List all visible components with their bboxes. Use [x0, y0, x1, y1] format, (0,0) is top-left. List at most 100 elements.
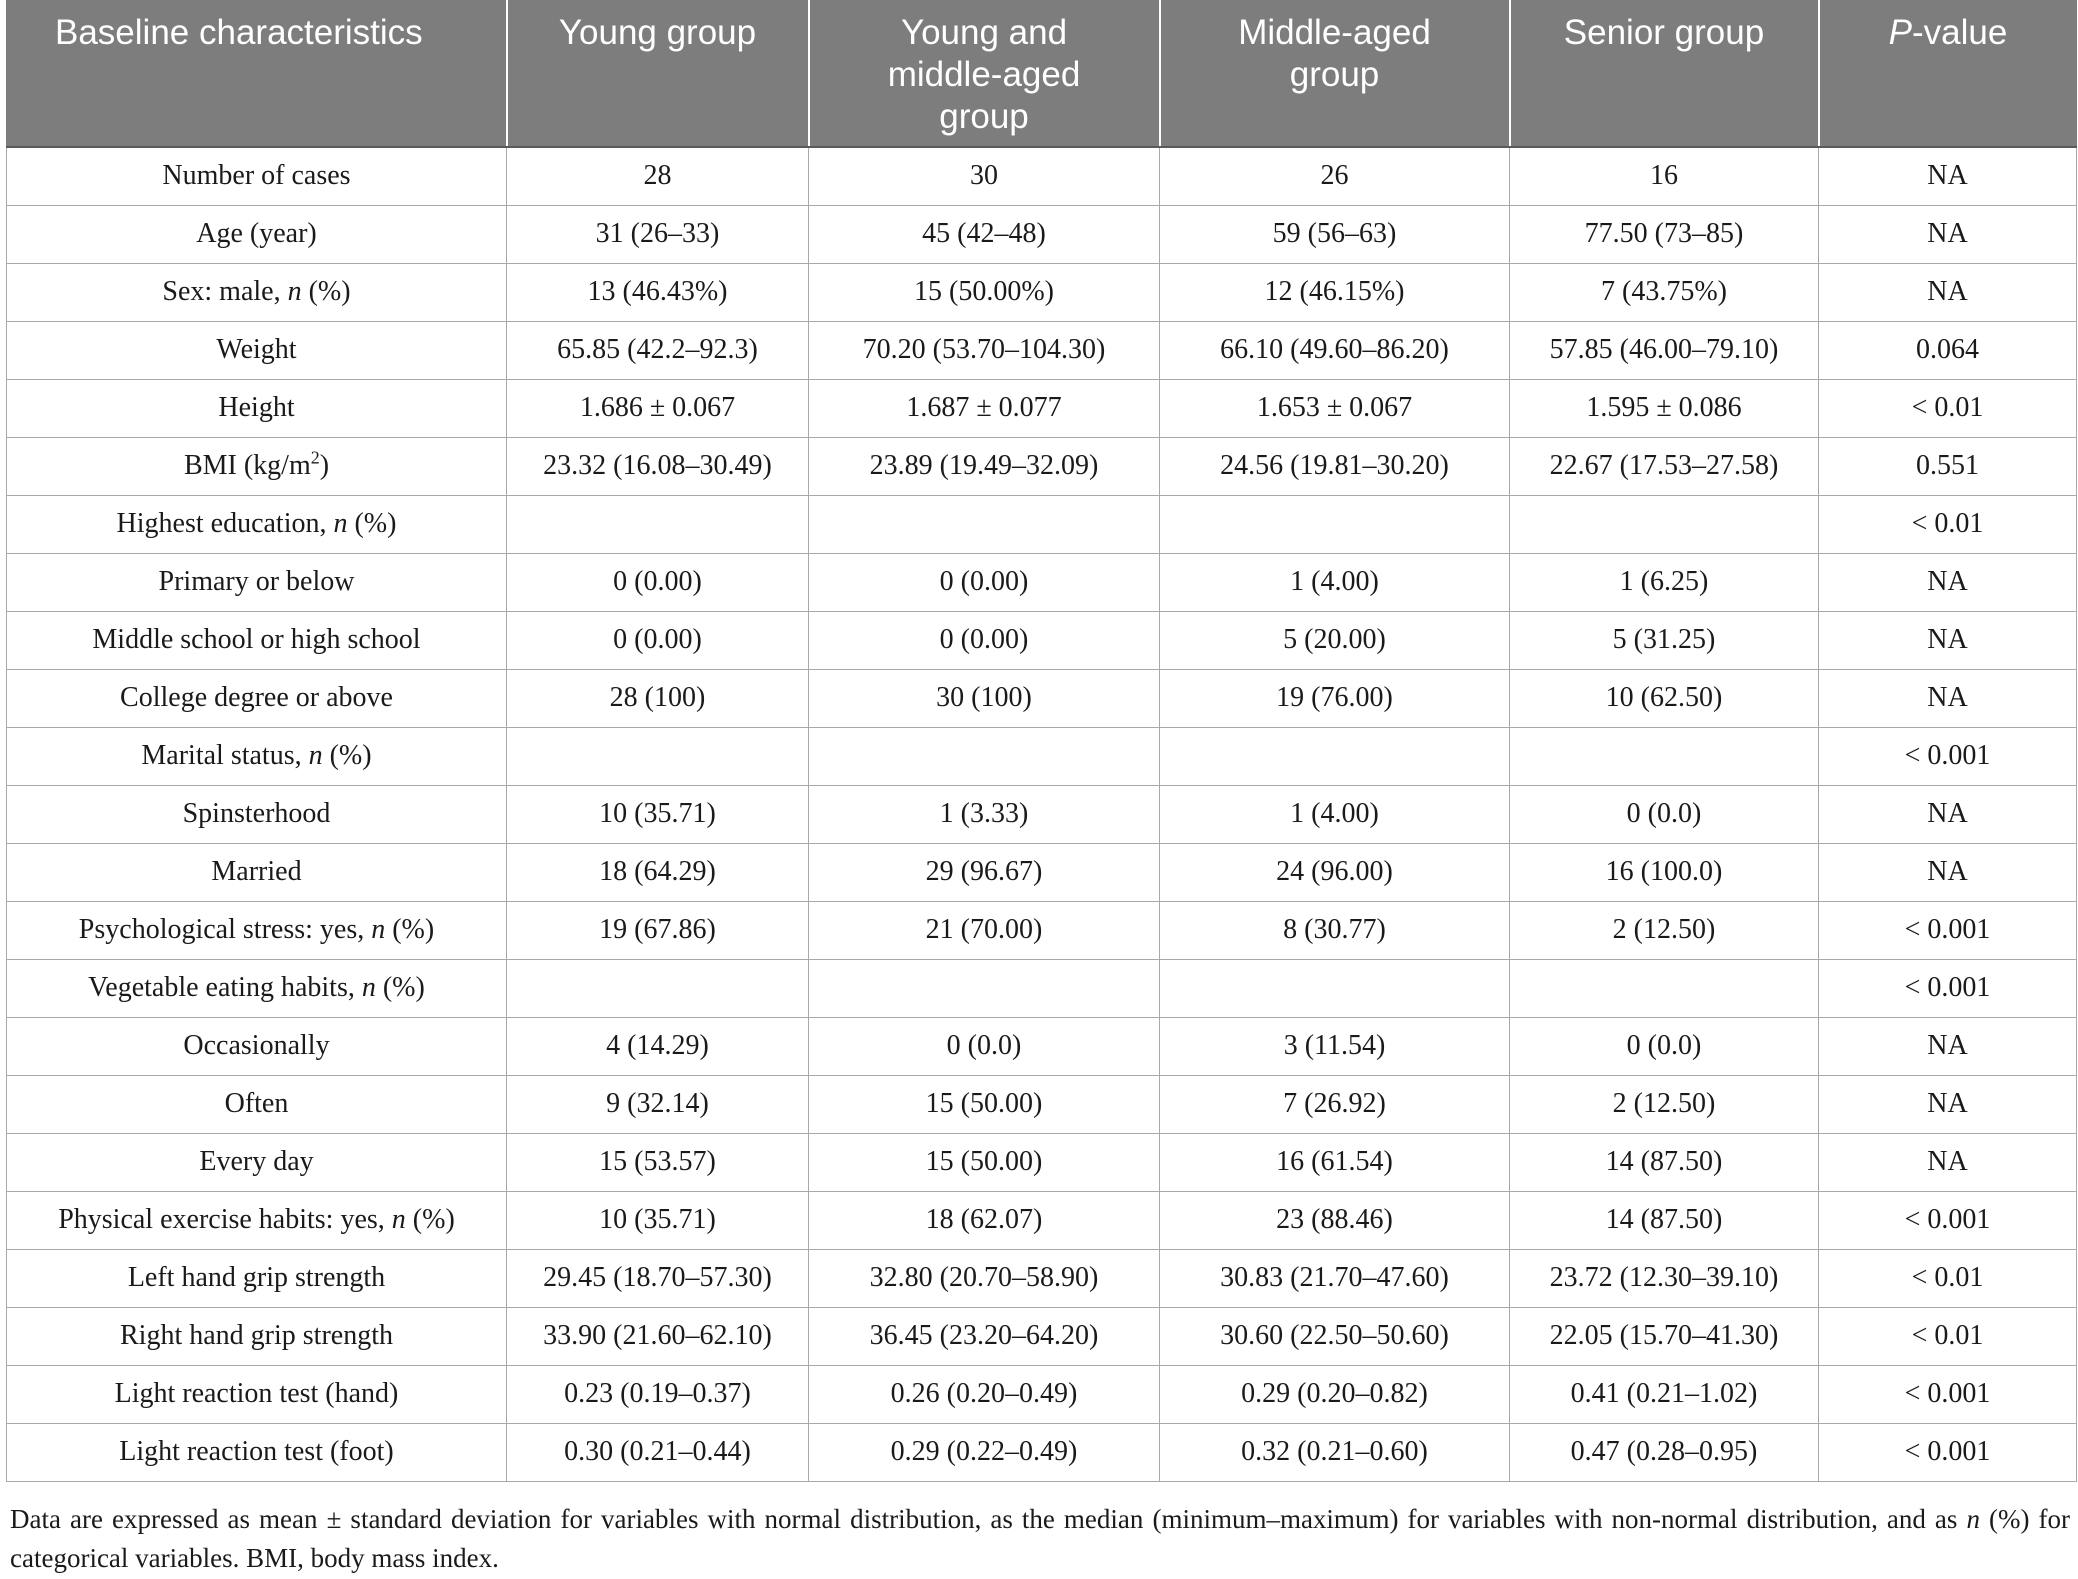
- table-cell: 18 (62.07): [808, 1190, 1160, 1250]
- table-cell: [1509, 726, 1819, 786]
- table-cell: 15 (50.00%): [808, 262, 1160, 322]
- table-cell: 22.05 (15.70–41.30): [1509, 1306, 1819, 1366]
- table-cell: 66.10 (49.60–86.20): [1159, 320, 1510, 380]
- p-value-cell: < 0.01: [1818, 378, 2077, 438]
- table-cell: 45 (42–48): [808, 204, 1160, 264]
- row-label: Light reaction test (hand): [6, 1364, 507, 1424]
- table-cell: 5 (20.00): [1159, 610, 1510, 670]
- table-cell: 77.50 (73–85): [1509, 204, 1819, 264]
- table-cell: 0 (0.0): [1509, 1016, 1819, 1076]
- row-label: Weight: [6, 320, 507, 380]
- table-cell: 15 (50.00): [808, 1132, 1160, 1192]
- row-label: Physical exercise habits: yes, n (%): [6, 1190, 507, 1250]
- header-row: Baseline characteristics Young group Young…: [6, 0, 2077, 148]
- row-label: Marital status, n (%): [6, 726, 507, 786]
- table-row: Light reaction test (foot) 0.30 (0.21–0.4…: [6, 1422, 2077, 1482]
- table-cell: 26: [1159, 146, 1510, 206]
- row-label: Psychological stress: yes, n (%): [6, 900, 507, 960]
- table-cell: 0.30 (0.21–0.44): [506, 1422, 809, 1482]
- baseline-table-container: Baseline characteristics Young group Young…: [6, 0, 2077, 1482]
- table-row: Every day 15 (53.57) 15 (50.00) 16 (61.54) 1…: [6, 1132, 2077, 1192]
- table-cell: 14 (87.50): [1509, 1190, 1819, 1250]
- p-value-cell: NA: [1818, 1016, 2077, 1076]
- p-value-cell: < 0.001: [1818, 726, 2077, 786]
- header-senior-group: Senior group: [1508, 0, 1819, 148]
- table-cell: 13 (46.43%): [506, 262, 809, 322]
- header-young-group: Young group: [505, 0, 809, 148]
- table-cell: 19 (76.00): [1159, 668, 1510, 728]
- p-value-cell: < 0.001: [1818, 958, 2077, 1018]
- table-row: Middle school or high school 0 (0.00) 0 (0…: [6, 610, 2077, 670]
- table-cell: 0 (0.00): [808, 610, 1160, 670]
- table-cell: 2 (12.50): [1509, 900, 1819, 960]
- table-cell: 4 (14.29): [506, 1016, 809, 1076]
- table-cell: 1.653 ± 0.067: [1159, 378, 1510, 438]
- table-cell: 29.45 (18.70–57.30): [506, 1248, 809, 1308]
- p-value-cell: NA: [1818, 262, 2077, 322]
- table-cell: 9 (32.14): [506, 1074, 809, 1134]
- table-cell: 1.687 ± 0.077: [808, 378, 1160, 438]
- table-cell: 7 (26.92): [1159, 1074, 1510, 1134]
- table-row: Left hand grip strength 29.45 (18.70–57.3…: [6, 1248, 2077, 1308]
- table-row: Occasionally 4 (14.29) 0 (0.0) 3 (11.54) 0 (…: [6, 1016, 2077, 1076]
- table-cell: 1 (4.00): [1159, 784, 1510, 844]
- table-cell: 16 (100.0): [1509, 842, 1819, 902]
- p-value-cell: < 0.01: [1818, 1248, 2077, 1308]
- header-young-middle-aged-group: Young and middle-aged group: [807, 0, 1160, 148]
- table-cell: 0.29 (0.20–0.82): [1159, 1364, 1510, 1424]
- table-cell: [808, 494, 1160, 554]
- table-cell: 0.29 (0.22–0.49): [808, 1422, 1160, 1482]
- table-cell: 5 (31.25): [1509, 610, 1819, 670]
- table-cell: 29 (96.67): [808, 842, 1160, 902]
- table-cell: 0.26 (0.20–0.49): [808, 1364, 1160, 1424]
- table-cell: 12 (46.15%): [1159, 262, 1510, 322]
- table-cell: 1 (6.25): [1509, 552, 1819, 612]
- row-label: BMI (kg/m2): [6, 436, 507, 496]
- p-value-cell: NA: [1818, 668, 2077, 728]
- p-value-cell: NA: [1818, 204, 2077, 264]
- table-row: BMI (kg/m2) 23.32 (16.08–30.49) 23.89 (19.…: [6, 436, 2077, 496]
- table-row: Psychological stress: yes, n (%) 19 (67.8…: [6, 900, 2077, 960]
- row-label: College degree or above: [6, 668, 507, 728]
- header-middle-aged-group: Middle-aged group: [1158, 0, 1510, 148]
- row-label: Number of cases: [6, 146, 507, 206]
- table-row: Light reaction test (hand) 0.23 (0.19–0.3…: [6, 1364, 2077, 1424]
- row-label: Spinsterhood: [6, 784, 507, 844]
- table-cell: 0 (0.00): [808, 552, 1160, 612]
- table-cell: 36.45 (23.20–64.20): [808, 1306, 1160, 1366]
- header-p-value: P-value: [1817, 0, 2077, 148]
- table-cell: 15 (53.57): [506, 1132, 809, 1192]
- table-row: Married 18 (64.29) 29 (96.67) 24 (96.00) 16 …: [6, 842, 2077, 902]
- table-cell: 24 (96.00): [1159, 842, 1510, 902]
- row-label: Sex: male, n (%): [6, 262, 507, 322]
- table-cell: 16 (61.54): [1159, 1132, 1510, 1192]
- table-cell: 23.32 (16.08–30.49): [506, 436, 809, 496]
- table-cell: 23 (88.46): [1159, 1190, 1510, 1250]
- table-cell: 32.80 (20.70–58.90): [808, 1248, 1160, 1308]
- row-label: Right hand grip strength: [6, 1306, 507, 1366]
- table-cell: 65.85 (42.2–92.3): [506, 320, 809, 380]
- table-cell: 1.595 ± 0.086: [1509, 378, 1819, 438]
- p-value-cell: < 0.001: [1818, 1422, 2077, 1482]
- table-cell: 23.72 (12.30–39.10): [1509, 1248, 1819, 1308]
- table-cell: 8 (30.77): [1159, 900, 1510, 960]
- table-cell: 3 (11.54): [1159, 1016, 1510, 1076]
- table-cell: 33.90 (21.60–62.10): [506, 1306, 809, 1366]
- table-cell: [506, 726, 809, 786]
- table-cell: 1 (3.33): [808, 784, 1160, 844]
- table-row: Often 9 (32.14) 15 (50.00) 7 (26.92) 2 (12.5…: [6, 1074, 2077, 1134]
- table-cell: 10 (62.50): [1509, 668, 1819, 728]
- p-value-cell: NA: [1818, 552, 2077, 612]
- table-cell: 30: [808, 146, 1160, 206]
- table-cell: 0.47 (0.28–0.95): [1509, 1422, 1819, 1482]
- table-row: Right hand grip strength 33.90 (21.60–62.…: [6, 1306, 2077, 1366]
- table-row: Primary or below 0 (0.00) 0 (0.00) 1 (4.00)…: [6, 552, 2077, 612]
- p-value-cell: NA: [1818, 610, 2077, 670]
- table-cell: 0.23 (0.19–0.37): [506, 1364, 809, 1424]
- table-cell: [808, 958, 1160, 1018]
- row-label: Every day: [6, 1132, 507, 1192]
- row-label: Height: [6, 378, 507, 438]
- row-label: Often: [6, 1074, 507, 1134]
- table-cell: [1159, 958, 1510, 1018]
- table-cell: 28: [506, 146, 809, 206]
